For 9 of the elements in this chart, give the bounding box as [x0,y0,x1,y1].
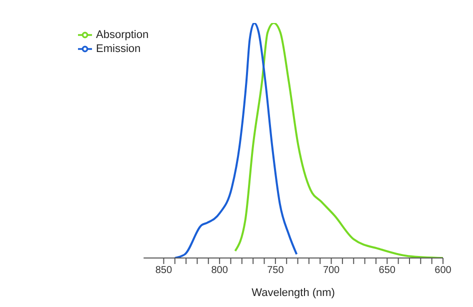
x-tick-label: 700 [322,265,340,276]
x-tick-label: 800 [211,265,228,276]
x-tick-label: 750 [267,265,284,276]
x-axis-title: Wavelength (nm) [252,287,335,299]
legend-label: Emission [96,43,141,56]
x-tick-label: 600 [434,265,452,276]
x-tick-label: 850 [155,265,172,276]
x-tick-label: 650 [378,265,396,276]
legend-label: Absorption [96,29,149,41]
